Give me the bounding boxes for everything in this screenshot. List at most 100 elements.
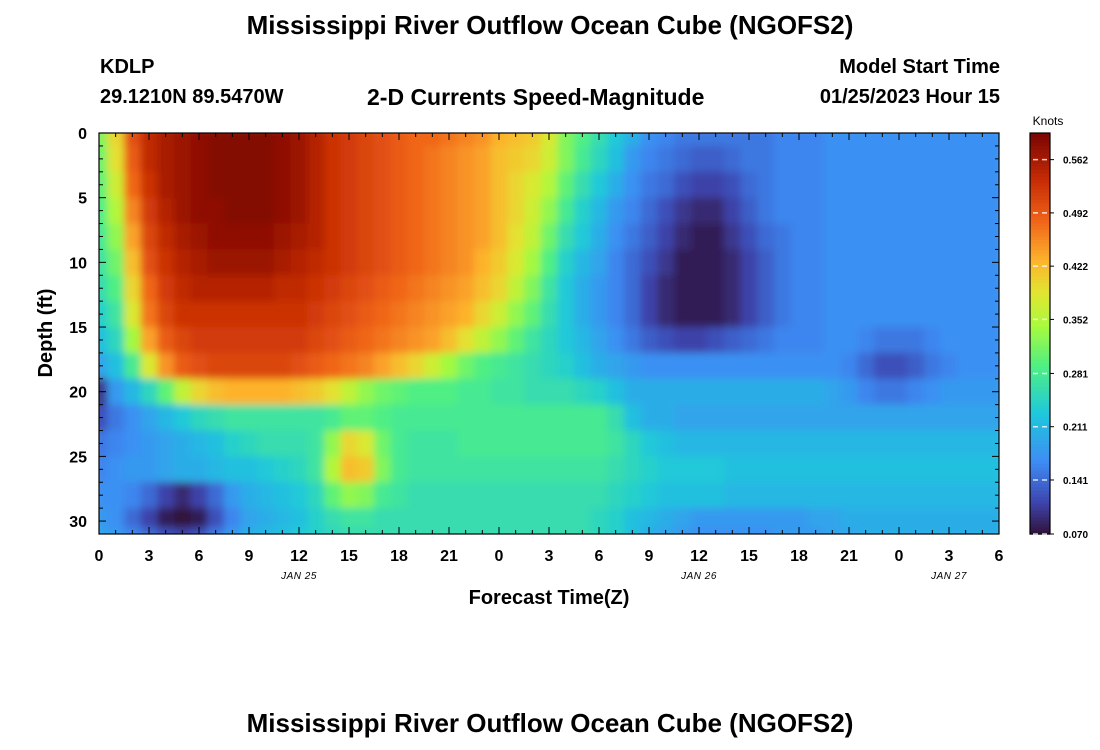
heatmap-cell (857, 378, 875, 406)
x-tick-label: 3 (545, 548, 554, 565)
heatmap-cell (407, 223, 425, 251)
y-axis-label: Depth (ft) (35, 289, 57, 378)
x-tick-label: 6 (595, 548, 604, 565)
heatmap-cell (557, 223, 575, 251)
colorbar-cell (1030, 270, 1050, 274)
heatmap-cell (390, 249, 408, 276)
heatmap-cell (590, 456, 608, 483)
heatmap-cell (274, 378, 292, 406)
heatmap-cell (857, 171, 875, 199)
heatmap-cell (457, 133, 475, 147)
heatmap-cell (240, 430, 258, 457)
heatmap-cell (340, 223, 358, 251)
heatmap-cell (790, 430, 808, 457)
colorbar-cell (1030, 356, 1050, 361)
heatmap-cell (807, 352, 825, 380)
heatmap-cell (807, 378, 825, 406)
heatmap-cell (757, 508, 775, 529)
colorbar-cell (1030, 503, 1050, 508)
colorbar-cell (1030, 229, 1050, 234)
heatmap-cell (740, 327, 758, 354)
heatmap-cell (490, 352, 508, 380)
heatmap-cell (740, 508, 758, 529)
heatmap-cell (774, 197, 792, 225)
heatmap-cell (107, 456, 125, 483)
heatmap-cell (824, 456, 842, 483)
heatmap-cell (740, 275, 758, 302)
heatmap-cell (824, 197, 842, 225)
heatmap-cell (524, 327, 542, 354)
heatmap-cell (290, 327, 308, 354)
colorbar-cell (1030, 206, 1050, 211)
heatmap-cell (190, 482, 208, 509)
heatmap-cell (790, 404, 808, 432)
colorbar-cell (1030, 520, 1050, 525)
heatmap-cell (890, 404, 908, 432)
heatmap-cell (557, 378, 575, 406)
heatmap-cell (940, 404, 958, 432)
colorbar-cell (1030, 316, 1050, 321)
x-tick-label: 9 (645, 548, 654, 565)
heatmap-cell (640, 223, 658, 251)
heatmap-cell (274, 197, 292, 225)
heatmap-cell (640, 301, 658, 328)
heatmap-cell (390, 508, 408, 529)
heatmap-cell (290, 301, 308, 328)
colorbar-unit: Knots (1033, 114, 1064, 128)
heatmap-cell (407, 301, 425, 328)
heatmap-cell (540, 430, 558, 457)
colorbar-cell (1030, 407, 1050, 411)
heatmap-cell (157, 508, 175, 529)
heatmap-cell (257, 482, 275, 509)
heatmap-cell (140, 171, 158, 199)
heatmap-cell (690, 430, 708, 457)
heatmap-cell (324, 197, 342, 225)
heatmap-cell (540, 482, 558, 509)
colorbar-tick-label: 0.141 (1063, 476, 1088, 487)
heatmap-cell (190, 508, 208, 529)
heatmap-cell (324, 508, 342, 529)
heatmap-cell (457, 430, 475, 457)
heatmap-cell (99, 197, 108, 225)
colorbar-cell (1030, 133, 1050, 137)
x-tick-label: 3 (945, 548, 954, 565)
heatmap-cell (440, 223, 458, 251)
heatmap-cell (624, 327, 642, 354)
colorbar-cell (1030, 156, 1050, 161)
heatmap-cell (274, 145, 292, 173)
heatmap-cell (774, 327, 792, 354)
heatmap-cell (490, 378, 508, 406)
heatmap-cell (424, 133, 442, 147)
x-tick-label: 12 (690, 548, 708, 565)
heatmap-cell (457, 249, 475, 276)
heatmap-cell (674, 482, 692, 509)
heatmap-cell (340, 378, 358, 406)
heatmap-cell (257, 508, 275, 529)
heatmap-cell (374, 327, 392, 354)
heatmap-cell (99, 482, 108, 509)
heatmap-cell (724, 352, 742, 380)
heatmap-cell (440, 352, 458, 380)
colorbar-cell (1030, 376, 1050, 381)
heatmap-cell (140, 456, 158, 483)
colorbar-cell (1030, 483, 1050, 488)
heatmap-cell (99, 508, 108, 529)
heatmap-cell (740, 352, 758, 380)
heatmap-cell (774, 430, 792, 457)
heatmap-cell (924, 197, 942, 225)
heatmap-cell (857, 430, 875, 457)
colorbar-cell (1030, 373, 1050, 378)
heatmap-cell (757, 456, 775, 483)
heatmap-cell (974, 482, 992, 509)
heatmap-cell (990, 527, 999, 534)
heatmap-cell (724, 482, 742, 509)
heatmap-cell (757, 197, 775, 225)
heatmap-cell (457, 301, 475, 328)
heatmap-cell (99, 145, 108, 173)
heatmap-cell (907, 145, 925, 173)
heatmap-cell (657, 133, 675, 147)
colorbar-cell (1030, 146, 1050, 151)
heatmap-cell (740, 301, 758, 328)
heatmap-cell (207, 145, 225, 173)
heatmap-cell (824, 430, 842, 457)
